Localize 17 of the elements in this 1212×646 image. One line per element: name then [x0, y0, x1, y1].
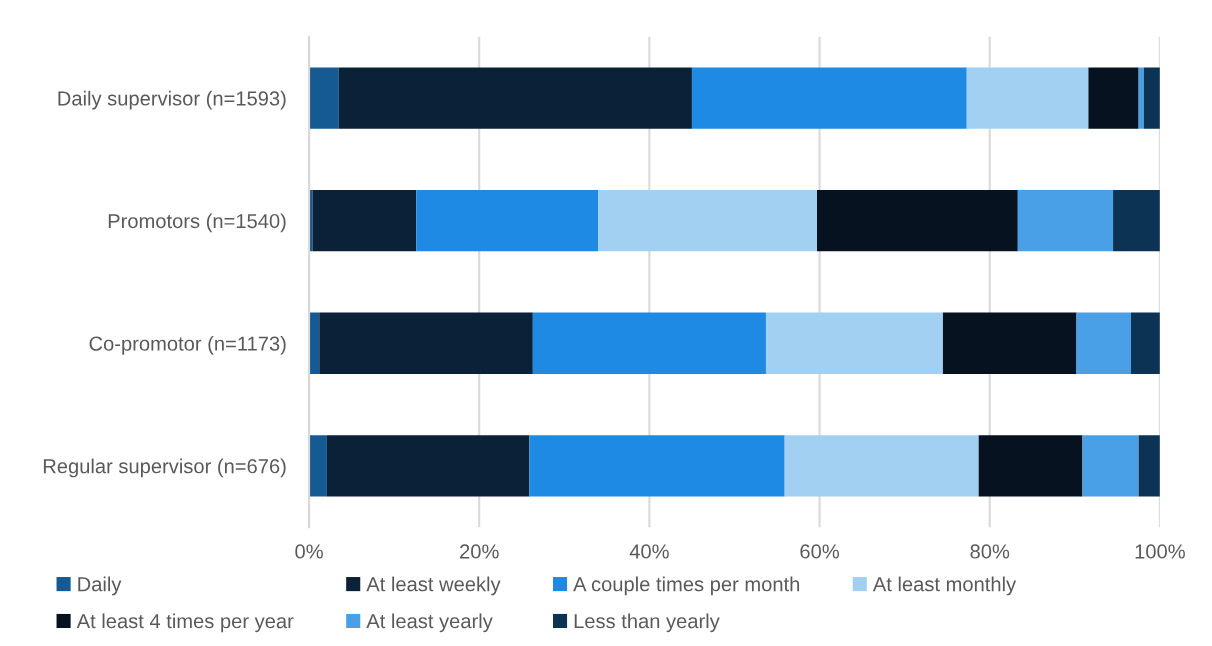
x-tick-label: 80%	[970, 544, 1010, 559]
x-tick-label: 40%	[629, 544, 669, 559]
x-tick-label: 20%	[460, 544, 499, 559]
x-tick-label: 0%	[295, 544, 323, 559]
y-tick-label: Co-promotor (n=1173)	[89, 335, 286, 355]
legend-label: A couple times per month	[573, 576, 800, 596]
legend-label: At least monthly	[872, 576, 1017, 596]
y-tick-label: Daily supervisor (n=1593)	[58, 90, 286, 110]
x-tick-label: 60%	[800, 544, 839, 559]
legend-label: At least 4 times per year	[76, 613, 294, 633]
legend-label: Daily	[78, 576, 122, 596]
x-tick-label: 100%	[1135, 544, 1185, 559]
y-tick-label: Promotors (n=1540)	[108, 213, 286, 233]
legend-label: Less than yearly	[574, 613, 720, 633]
legend-label: At least weekly	[366, 576, 501, 596]
legend-label: At least yearly	[366, 613, 493, 633]
y-tick-label: Regular supervisor (n=676)	[43, 458, 286, 478]
